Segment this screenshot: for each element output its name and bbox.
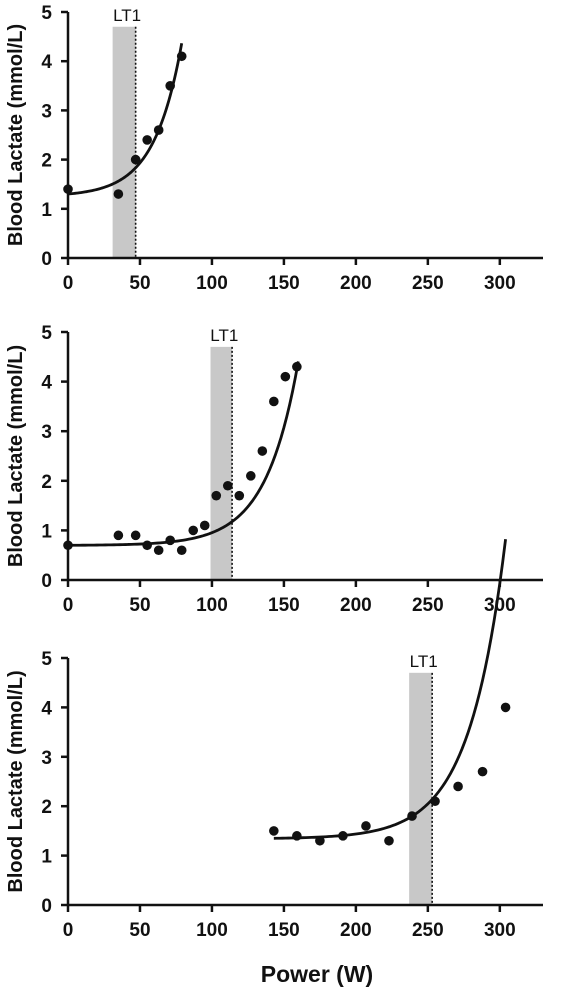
data-point xyxy=(315,835,325,846)
y-tick-label: 5 xyxy=(41,323,52,344)
x-tick-label: 200 xyxy=(340,595,372,616)
data-point xyxy=(153,125,164,135)
x-tick-label: 50 xyxy=(129,920,150,941)
fit-curve xyxy=(67,43,184,196)
y-tick-label: 3 xyxy=(41,748,52,769)
data-point xyxy=(430,796,440,807)
data-point xyxy=(165,535,175,546)
data-point xyxy=(269,826,279,836)
y-axis-title: Blood Lactate (mmol/L) xyxy=(5,670,27,892)
data-point xyxy=(130,530,141,541)
data-point xyxy=(222,480,233,491)
lt1-label: LT1 xyxy=(113,6,141,25)
data-point xyxy=(176,545,187,556)
data-point xyxy=(165,81,175,91)
x-tick-label: 100 xyxy=(196,273,228,294)
data-point xyxy=(188,525,199,536)
lt1-label: LT1 xyxy=(210,326,238,345)
y-axis-title: Blood Lactate (mmol/L) xyxy=(5,345,27,567)
data-point xyxy=(246,471,256,481)
lt1-label: LT1 xyxy=(410,652,438,671)
y-tick-label: 3 xyxy=(41,101,52,122)
data-point xyxy=(500,702,511,713)
data-point xyxy=(477,766,488,777)
data-point xyxy=(130,154,141,165)
y-tick-label: 2 xyxy=(41,797,52,818)
x-tick-label: 300 xyxy=(484,595,516,616)
y-tick-label: 0 xyxy=(41,571,52,592)
lt1-band xyxy=(409,672,433,905)
x-tick-label: 0 xyxy=(63,273,74,294)
data-point xyxy=(257,446,268,456)
data-point xyxy=(199,520,210,531)
x-tick-label: 200 xyxy=(340,920,372,941)
y-tick-label: 1 xyxy=(41,200,52,221)
x-tick-label: 200 xyxy=(340,273,372,294)
x-tick-label: 250 xyxy=(412,595,444,616)
data-point xyxy=(453,781,463,792)
x-tick-label: 150 xyxy=(268,920,300,941)
y-tick-label: 1 xyxy=(41,521,52,542)
y-tick-label: 4 xyxy=(41,52,52,73)
y-axis-title: Blood Lactate (mmol/L) xyxy=(5,24,27,246)
x-tick-label: 50 xyxy=(129,273,150,294)
x-tick-label: 250 xyxy=(412,920,444,941)
x-tick-label: 100 xyxy=(196,920,228,941)
y-tick-label: 0 xyxy=(41,896,52,917)
data-point xyxy=(142,135,152,145)
x-tick-label: 250 xyxy=(412,273,444,294)
y-tick-label: 0 xyxy=(41,249,52,270)
data-point xyxy=(211,490,222,501)
data-point xyxy=(338,831,348,841)
fit-curve xyxy=(273,538,507,840)
x-tick-label: 150 xyxy=(268,595,300,616)
x-tick-label: 0 xyxy=(63,595,74,616)
x-tick-label: 300 xyxy=(484,920,516,941)
data-point xyxy=(407,811,417,821)
x-axis-title: Power (W) xyxy=(261,961,373,987)
y-tick-label: 4 xyxy=(41,373,52,394)
fit-curve xyxy=(67,361,300,547)
x-tick-label: 150 xyxy=(268,273,300,294)
data-point xyxy=(361,821,371,831)
y-tick-label: 4 xyxy=(41,698,52,719)
data-point xyxy=(113,530,124,541)
data-point xyxy=(280,371,291,382)
data-point xyxy=(153,545,164,556)
data-point xyxy=(384,835,394,846)
lt1-band xyxy=(112,26,136,259)
data-point xyxy=(292,831,302,841)
data-point xyxy=(63,540,73,551)
data-point xyxy=(113,189,124,199)
y-tick-label: 5 xyxy=(41,3,52,24)
data-point xyxy=(292,361,302,372)
x-tick-label: 100 xyxy=(196,595,228,616)
data-point xyxy=(176,51,187,62)
x-tick-label: 50 xyxy=(129,595,150,616)
y-tick-label: 1 xyxy=(41,847,52,868)
lt1-band xyxy=(210,346,233,580)
x-tick-label: 300 xyxy=(484,273,516,294)
y-tick-label: 2 xyxy=(41,151,52,172)
y-tick-label: 3 xyxy=(41,422,52,443)
x-tick-label: 0 xyxy=(63,920,74,941)
y-tick-label: 2 xyxy=(41,472,52,493)
y-tick-label: 5 xyxy=(41,649,52,670)
data-point xyxy=(234,490,245,501)
data-point xyxy=(63,184,73,194)
data-point xyxy=(269,396,279,407)
data-point xyxy=(142,540,152,551)
